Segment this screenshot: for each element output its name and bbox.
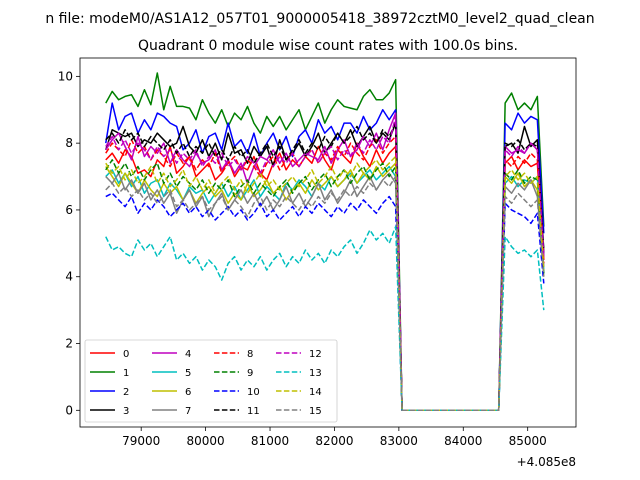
- y-tick-label: 8: [65, 136, 73, 150]
- x-tick-label: 82000: [315, 434, 353, 448]
- y-axis: 0 2 4 6 8 10: [58, 69, 80, 417]
- legend-label-0: 0: [123, 349, 129, 360]
- legend-label-2: 2: [123, 387, 129, 398]
- x-tick-label: 83000: [380, 434, 418, 448]
- x-axis: 79000 80000 81000 82000 83000 84000 85000: [122, 427, 547, 448]
- legend-box: [84, 339, 338, 423]
- legend-label-5: 5: [185, 368, 191, 379]
- series-layer: [105, 72, 545, 412]
- x-tick-label: 85000: [509, 434, 547, 448]
- legend-label-13: 13: [309, 368, 322, 379]
- x-tick-label: 84000: [444, 434, 482, 448]
- x-tick-label: 81000: [251, 434, 289, 448]
- legend-label-4: 4: [185, 349, 191, 360]
- legend-label-3: 3: [123, 406, 129, 417]
- legend-label-15: 15: [309, 406, 322, 417]
- legend-label-11: 11: [247, 406, 260, 417]
- y-tick-label: 4: [65, 270, 73, 284]
- legend-label-12: 12: [309, 349, 322, 360]
- y-tick-label: 0: [65, 403, 73, 417]
- x-offset-label: +4.085e8: [517, 455, 576, 469]
- legend-label-7: 7: [185, 406, 191, 417]
- x-tick-label: 80000: [187, 434, 225, 448]
- legend-label-14: 14: [309, 387, 322, 398]
- y-tick-label: 10: [58, 69, 73, 83]
- legend-label-10: 10: [247, 387, 260, 398]
- chart-title: Quadrant 0 module wise count rates with …: [138, 38, 518, 54]
- series-line-11: [105, 122, 545, 412]
- legend-label-6: 6: [185, 387, 191, 398]
- legend-label-8: 8: [247, 349, 253, 360]
- legend-label-1: 1: [123, 368, 129, 379]
- x-tick-label: 79000: [122, 434, 160, 448]
- y-tick-label: 2: [65, 337, 73, 351]
- series-line-15: [105, 175, 545, 412]
- series-line-14: [105, 155, 545, 412]
- y-tick-label: 6: [65, 203, 73, 217]
- chart-suptitle: n file: modeM0/AS1A12_057T01_9000005418_…: [45, 11, 594, 27]
- plot-frame: [79, 57, 577, 428]
- legend-label-9: 9: [247, 368, 253, 379]
